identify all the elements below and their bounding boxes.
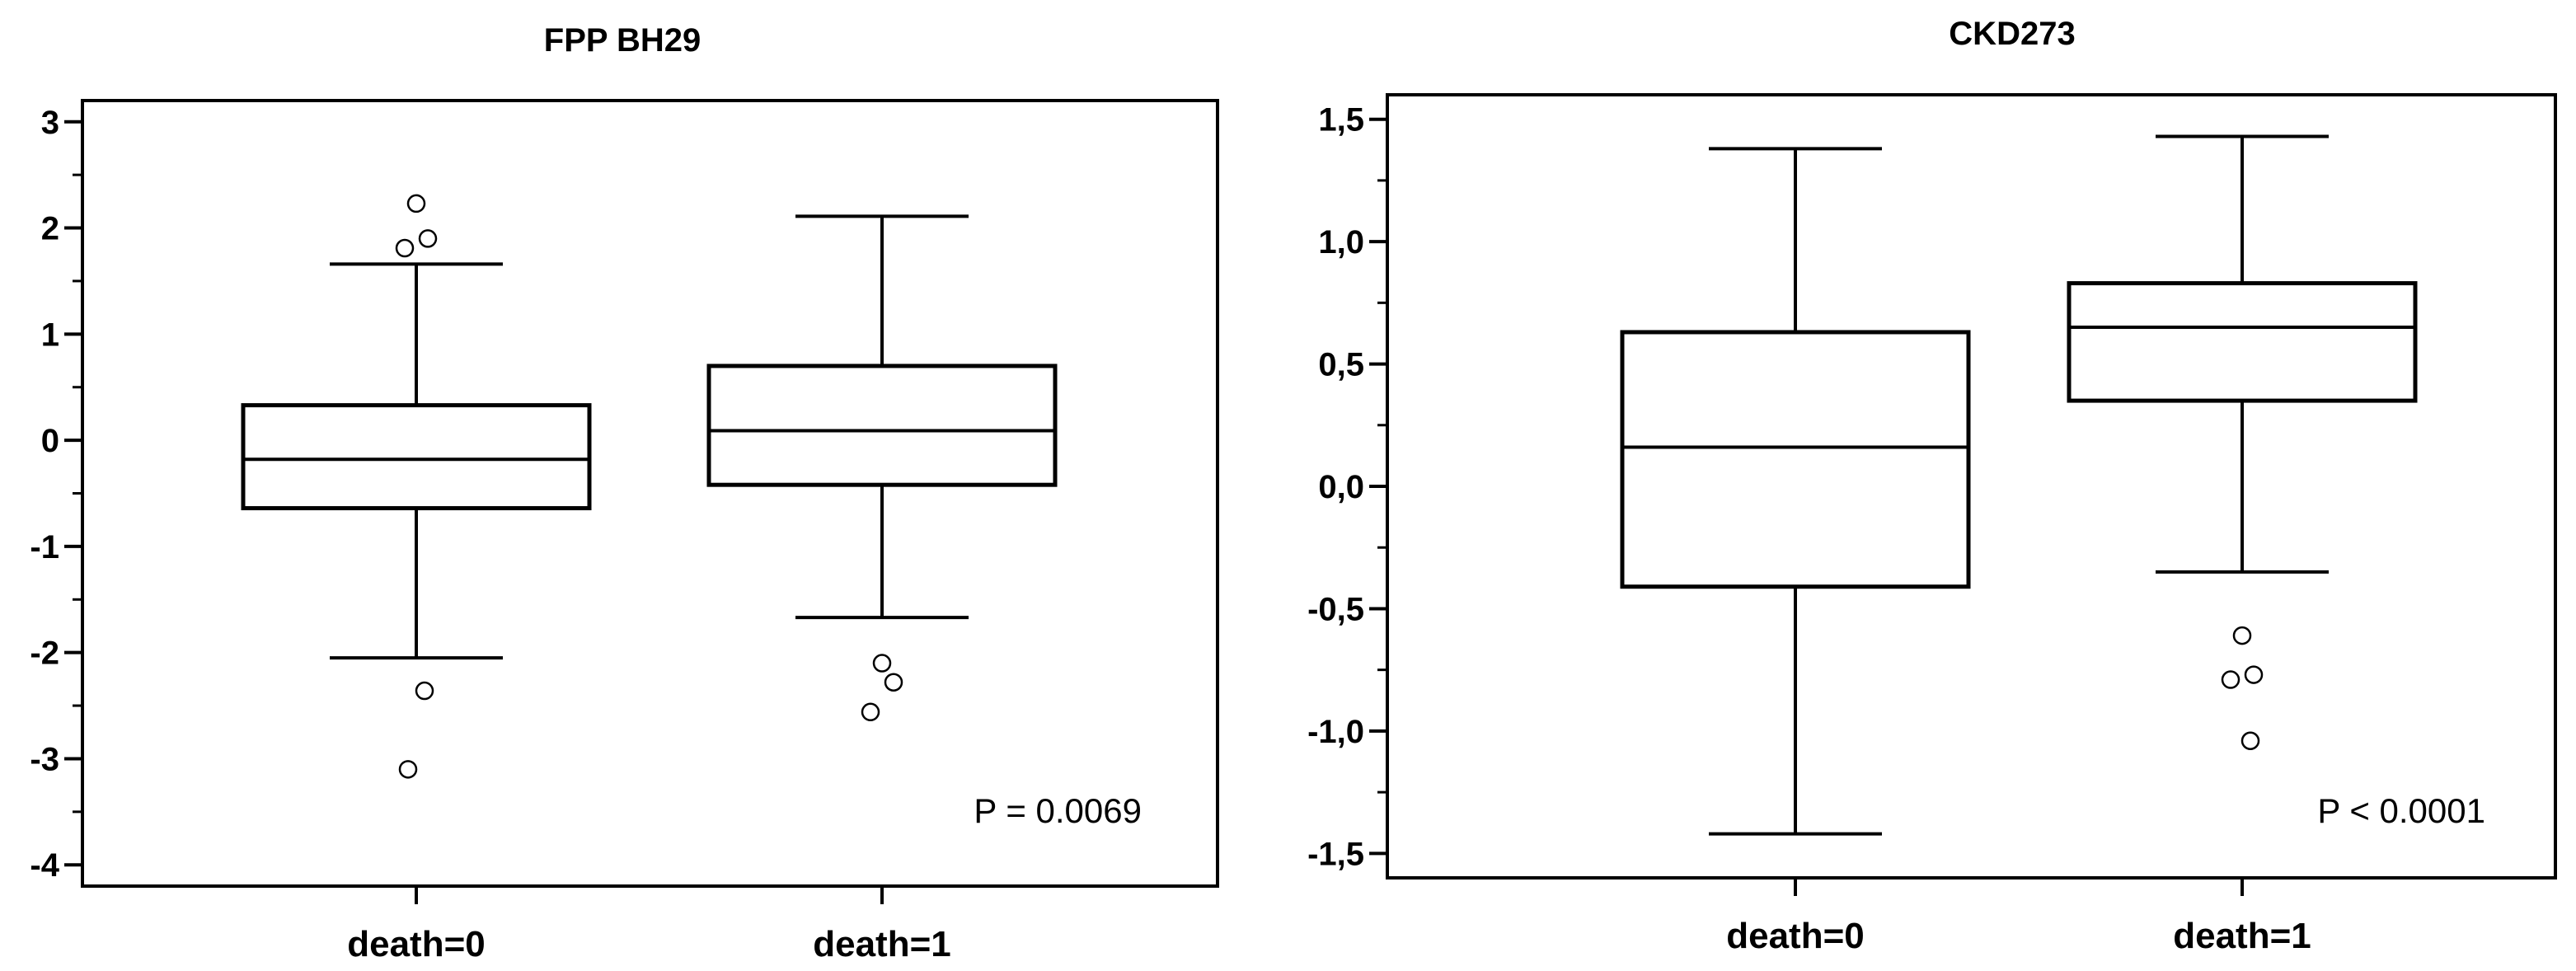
outlier-point (2241, 731, 2260, 750)
outlier-point (418, 229, 438, 248)
p-value-annotation: P = 0.0069 (974, 791, 1142, 830)
y-tick-label: 0 (41, 423, 59, 459)
y-tick-label: 1 (41, 317, 59, 353)
chart-title: FPP BH29 (544, 22, 701, 59)
outlier-point (415, 681, 434, 701)
box-death=0: death=0 (1620, 147, 1971, 956)
outlier-point (872, 654, 892, 673)
outlier-point (406, 194, 426, 213)
p-value-annotation: P < 0.0001 (2317, 791, 2485, 830)
x-category-label: death=0 (1726, 916, 1865, 956)
iqr-box (706, 364, 1058, 487)
outlier-point (398, 760, 418, 779)
chart-panel-2: CKD273 1,5 1,0 0,5 0,0 -0,5 -1,0 -1,5 death=0 dea… (1307, 16, 2557, 956)
y-tick-label: -1 (30, 529, 59, 565)
y-tick-label: -1,5 (1307, 836, 1364, 872)
outlier-point (2244, 665, 2264, 684)
outlier-point (2232, 626, 2252, 645)
x-category-label: death=0 (347, 924, 486, 964)
y-tick-label: 1,0 (1318, 224, 1364, 260)
iqr-box (241, 403, 592, 511)
chart-panel-1: FPP BH29 3 2 1 0 -1 -2 -3 -4 death=0 death=1 P = 0.… (30, 22, 1219, 964)
y-tick-label: -2 (30, 636, 59, 672)
y-tick-label: -1,0 (1307, 714, 1364, 750)
outlier-point (395, 238, 415, 258)
outlier-point (2221, 670, 2241, 689)
x-category-label: death=1 (2173, 916, 2311, 956)
chart-title: CKD273 (1949, 16, 2075, 52)
box-death=1: death=1 (706, 214, 1058, 964)
outlier-point (861, 702, 880, 722)
y-tick-label: 1,5 (1318, 102, 1364, 138)
y-tick-label: 2 (41, 211, 59, 247)
outlier-point (884, 673, 903, 692)
iqr-box (2067, 281, 2418, 403)
y-tick-label: 0,5 (1318, 347, 1364, 383)
plot-frame (1386, 93, 2557, 880)
y-tick-label: 0,0 (1318, 469, 1364, 505)
y-tick-label: -3 (30, 741, 59, 777)
iqr-box (1620, 330, 1971, 589)
box-death=1: death=1 (2067, 134, 2418, 956)
y-tick-label: -0,5 (1307, 591, 1364, 627)
box-death=0: death=0 (241, 194, 592, 964)
y-tick-label: 3 (41, 105, 59, 141)
y-tick-label: -4 (30, 847, 59, 884)
x-category-label: death=1 (813, 924, 951, 964)
